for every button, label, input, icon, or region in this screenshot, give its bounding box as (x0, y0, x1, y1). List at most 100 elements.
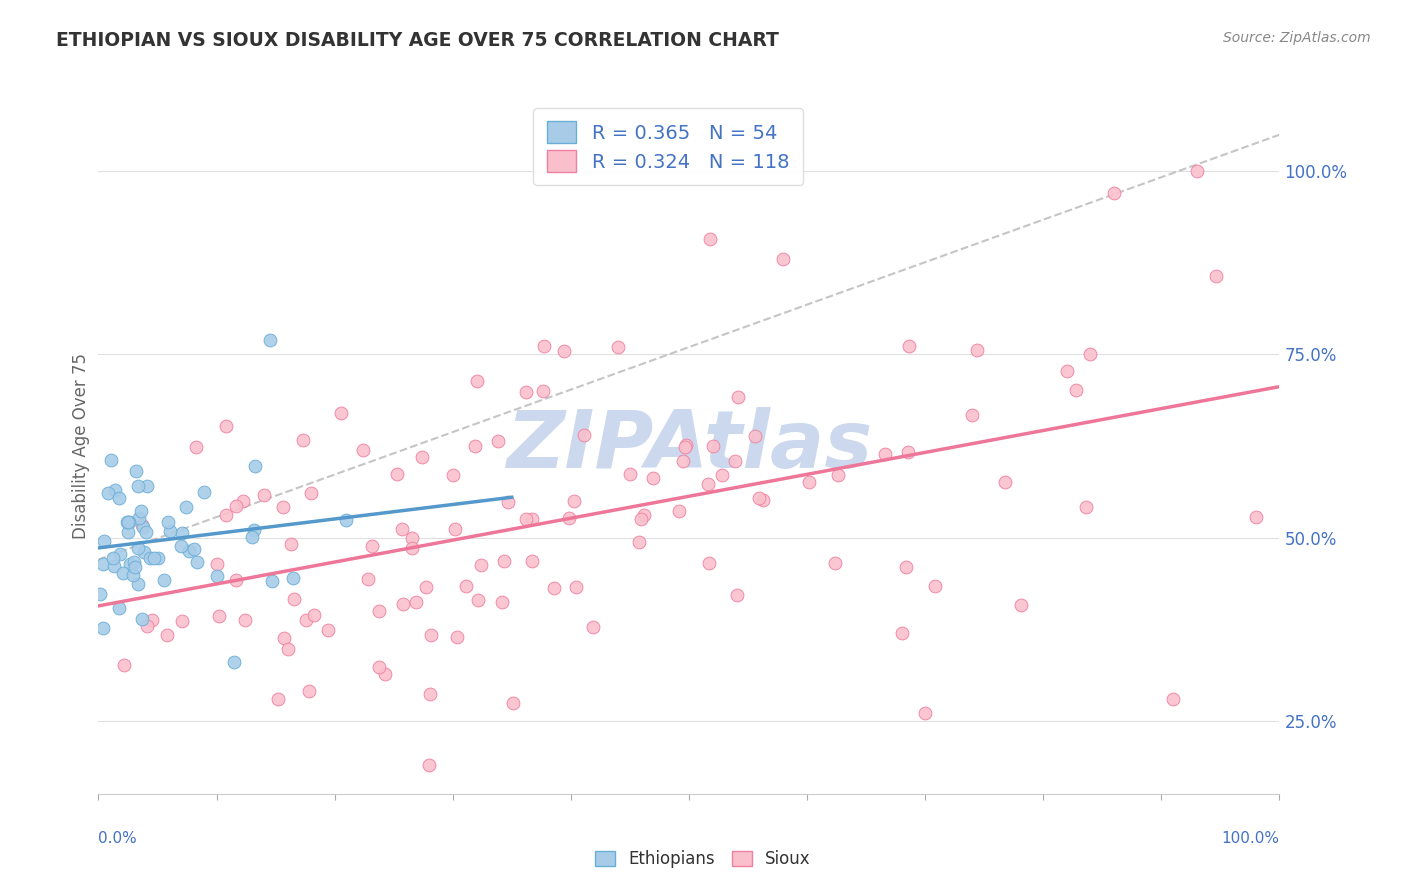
Point (132, 520, 155, 534)
Point (520, 554, 543, 568)
Point (347, 816, 370, 830)
Point (170, 526, 193, 541)
Point (486, 434, 509, 449)
Point (894, 560, 917, 574)
Point (582, 620, 605, 634)
Point (136, 619, 159, 633)
Point (135, 524, 157, 539)
Point (302, 607, 325, 622)
Point (1161, 691, 1184, 706)
Point (630, 512, 652, 526)
Point (125, 464, 148, 478)
Point (156, 628, 179, 642)
Point (330, 406, 353, 420)
Point (465, 375, 488, 389)
Point (271, 500, 294, 514)
Point (491, 595, 513, 609)
Point (357, 572, 380, 586)
Point (405, 595, 427, 609)
Point (117, 525, 139, 540)
Point (298, 683, 321, 698)
Point (1102, 186, 1125, 201)
Point (401, 531, 423, 545)
Point (91, 557, 114, 571)
Point (643, 471, 665, 485)
Point (131, 518, 153, 533)
Point (107, 600, 129, 615)
Point (564, 494, 586, 508)
Point (515, 512, 537, 526)
Point (205, 569, 228, 583)
Point (467, 593, 489, 607)
Point (186, 555, 208, 569)
Point (193, 485, 215, 500)
Point (205, 557, 228, 571)
Legend: Ethiopians, Sioux: Ethiopians, Sioux (589, 844, 817, 875)
Point (752, 493, 775, 508)
Point (797, 475, 820, 489)
Point (243, 524, 266, 538)
Point (572, 428, 595, 442)
Point (401, 541, 423, 556)
Point (565, 580, 588, 594)
Point (827, 468, 849, 483)
Point (711, 468, 734, 483)
Point (259, 333, 281, 347)
Point (127, 576, 149, 591)
Point (696, 477, 718, 491)
Point (1064, 383, 1087, 397)
Point (93, 533, 115, 548)
Point (156, 516, 179, 530)
Point (225, 574, 247, 588)
Point (633, 508, 655, 522)
Point (214, 508, 236, 523)
Point (142, 551, 165, 566)
Point (367, 604, 389, 618)
Point (103, 551, 125, 566)
Point (174, 500, 197, 515)
Point (515, 385, 537, 400)
Point (184, 440, 207, 454)
Point (675, 438, 697, 452)
Point (498, 494, 520, 508)
Point (118, 557, 141, 571)
Point (699, 232, 721, 246)
Point (283, 591, 305, 606)
Point (316, 623, 339, 637)
Point (415, 580, 437, 594)
Point (873, 447, 896, 461)
Point (418, 757, 440, 772)
Point (897, 445, 920, 459)
Point (391, 522, 413, 536)
Point (702, 439, 724, 453)
Point (170, 539, 193, 553)
Point (531, 384, 554, 399)
Point (543, 581, 565, 595)
Point (112, 657, 135, 672)
Point (335, 513, 357, 527)
Point (141, 613, 163, 627)
Point (117, 515, 139, 529)
Point (1185, 164, 1208, 178)
Point (520, 512, 543, 526)
Point (91, 622, 114, 636)
Point (208, 609, 231, 624)
Point (273, 631, 295, 645)
Point (104, 483, 127, 497)
Point (454, 579, 477, 593)
Point (890, 625, 912, 640)
Point (744, 429, 766, 443)
Point (994, 475, 1017, 490)
Point (419, 687, 441, 701)
Point (172, 614, 194, 628)
Text: Source: ZipAtlas.com: Source: ZipAtlas.com (1223, 31, 1371, 45)
Y-axis label: Disability Age Over 75: Disability Age Over 75 (72, 353, 90, 539)
Point (962, 408, 984, 422)
Point (558, 510, 581, 524)
Point (295, 613, 318, 627)
Point (352, 443, 374, 458)
Point (267, 692, 290, 706)
Point (502, 696, 524, 710)
Point (553, 344, 575, 359)
Point (1074, 500, 1097, 515)
